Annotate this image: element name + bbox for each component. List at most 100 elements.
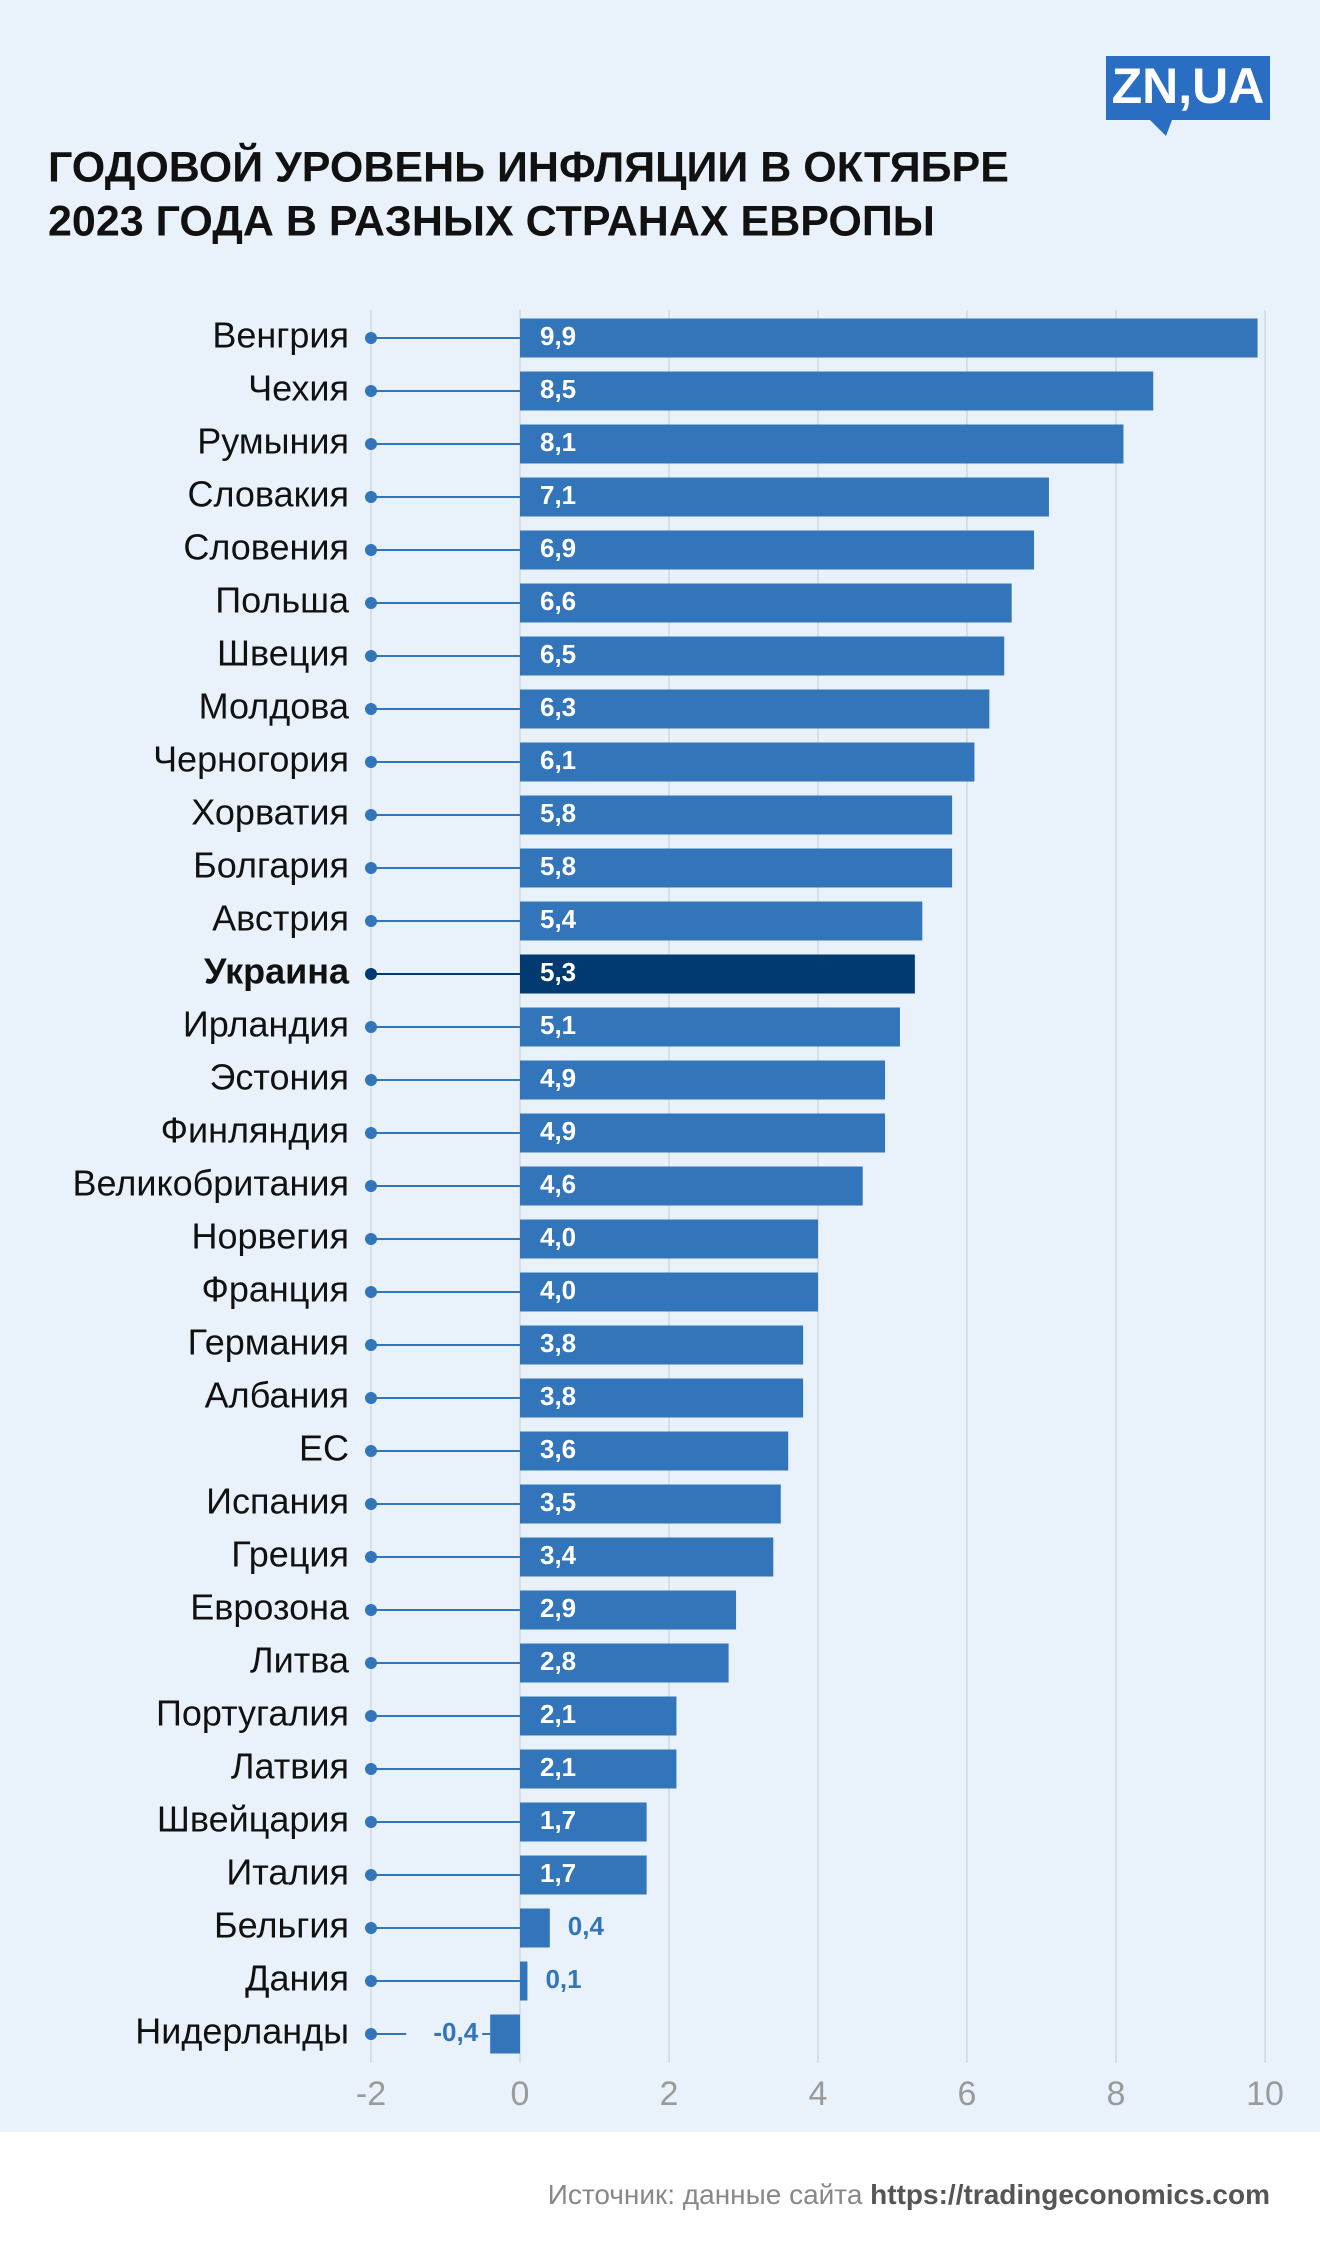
logo: ZN,UA <box>1112 58 1265 114</box>
bar <box>520 1219 818 1259</box>
category-label: Болгария <box>193 845 349 886</box>
chart-title: ГОДОВОЙ УРОВЕНЬ ИНФЛЯЦИИ В ОКТЯБРЕ <box>48 142 1009 191</box>
leader-dot <box>365 968 377 980</box>
bar <box>520 477 1049 517</box>
bar <box>520 1749 677 1789</box>
bar <box>520 583 1012 623</box>
bar <box>520 1325 804 1365</box>
leader-dot <box>365 385 377 397</box>
category-label: Литва <box>250 1640 350 1681</box>
leader-dot <box>365 809 377 821</box>
value-label: 6,5 <box>540 639 576 669</box>
category-label: Венгрия <box>212 315 349 356</box>
category-label: Румыния <box>197 421 349 462</box>
source: Источник: данные сайта https://tradingec… <box>548 2179 1270 2210</box>
category-label: Черногория <box>153 739 349 780</box>
category-label: Австрия <box>212 898 349 939</box>
bar <box>520 1007 900 1047</box>
value-label: 3,8 <box>540 1381 576 1411</box>
leader-dot <box>365 1180 377 1192</box>
leader-dot <box>365 756 377 768</box>
category-label: Норвегия <box>191 1216 349 1257</box>
value-label: 8,5 <box>540 374 576 404</box>
value-label: 0,4 <box>568 1911 605 1941</box>
value-label: 5,8 <box>540 851 576 881</box>
x-tick-label: 8 <box>1107 2075 1126 2113</box>
leader-dot <box>365 915 377 927</box>
category-label: Украина <box>204 951 350 992</box>
leader-dot <box>365 1445 377 1457</box>
value-label: -0,4 <box>433 2017 478 2047</box>
value-label: 1,7 <box>540 1858 576 1888</box>
bar <box>520 1272 818 1312</box>
value-label: 4,9 <box>540 1116 576 1146</box>
leader-dot <box>365 2028 377 2040</box>
value-label: 3,5 <box>540 1487 576 1517</box>
bar <box>520 795 953 835</box>
value-label: 3,4 <box>540 1540 577 1570</box>
x-tick-label: 10 <box>1246 2075 1284 2113</box>
source-link: https://tradingeconomics.com <box>870 2179 1270 2210</box>
category-label: Португалия <box>156 1693 349 1734</box>
category-label: Польша <box>215 580 350 621</box>
category-label: Молдова <box>199 686 350 727</box>
value-label: 5,3 <box>540 957 576 987</box>
bar <box>520 1696 677 1736</box>
bar <box>520 1855 647 1895</box>
value-label: 6,3 <box>540 692 576 722</box>
value-label-bg <box>406 2018 483 2050</box>
category-label: Словакия <box>187 474 349 515</box>
leader-dot <box>365 1763 377 1775</box>
category-label: Финляндия <box>161 1110 349 1151</box>
value-label: 6,6 <box>540 586 576 616</box>
category-label: Еврозона <box>190 1587 350 1628</box>
category-label: Италия <box>226 1852 349 1893</box>
bar <box>520 318 1258 358</box>
value-label: 2,1 <box>540 1699 576 1729</box>
bar <box>520 1484 781 1524</box>
x-tick-label: 2 <box>660 2075 679 2113</box>
category-label: Швейцария <box>157 1799 349 1840</box>
leader-dot <box>365 862 377 874</box>
value-label: 4,9 <box>540 1063 576 1093</box>
bar <box>520 1590 737 1630</box>
leader-dot <box>365 1975 377 1987</box>
category-label: Нидерланды <box>135 2011 349 2052</box>
bar <box>520 901 923 941</box>
leader-dot <box>365 1657 377 1669</box>
bar <box>520 1431 789 1471</box>
leader-dot <box>365 332 377 344</box>
bar <box>520 1166 863 1206</box>
category-label: Дания <box>245 1958 349 1999</box>
source-text: Источник: данные сайта <box>548 2179 870 2210</box>
leader-dot <box>365 597 377 609</box>
value-label: 6,1 <box>540 745 576 775</box>
chart-title: 2023 ГОДА В РАЗНЫХ СТРАНАХ ЕВРОПЫ <box>48 197 935 245</box>
value-label: 6,9 <box>540 533 576 563</box>
leader-dot <box>365 1392 377 1404</box>
x-tick-label: -2 <box>356 2075 386 2113</box>
logo-tail <box>1150 120 1172 136</box>
leader-dot <box>365 703 377 715</box>
category-label: Хорватия <box>191 792 349 833</box>
category-label: Испания <box>206 1481 349 1522</box>
value-label: 5,1 <box>540 1010 576 1040</box>
bar <box>520 1060 886 1100</box>
value-label: 4,0 <box>540 1275 576 1305</box>
x-tick-label: 0 <box>511 2075 530 2113</box>
leader-dot <box>365 1074 377 1086</box>
value-label: 2,8 <box>540 1646 576 1676</box>
bar <box>520 1113 886 1153</box>
category-label: ЕС <box>299 1428 349 1469</box>
value-label: 2,9 <box>540 1593 576 1623</box>
leader-dot <box>365 1710 377 1722</box>
value-label: 8,1 <box>540 427 576 457</box>
bar <box>520 1378 804 1418</box>
category-label: Германия <box>188 1322 349 1363</box>
value-label: 3,8 <box>540 1328 576 1358</box>
category-label: Франция <box>201 1269 349 1310</box>
leader-dot <box>365 1339 377 1351</box>
leader-dot <box>365 1551 377 1563</box>
leader-dot <box>365 650 377 662</box>
